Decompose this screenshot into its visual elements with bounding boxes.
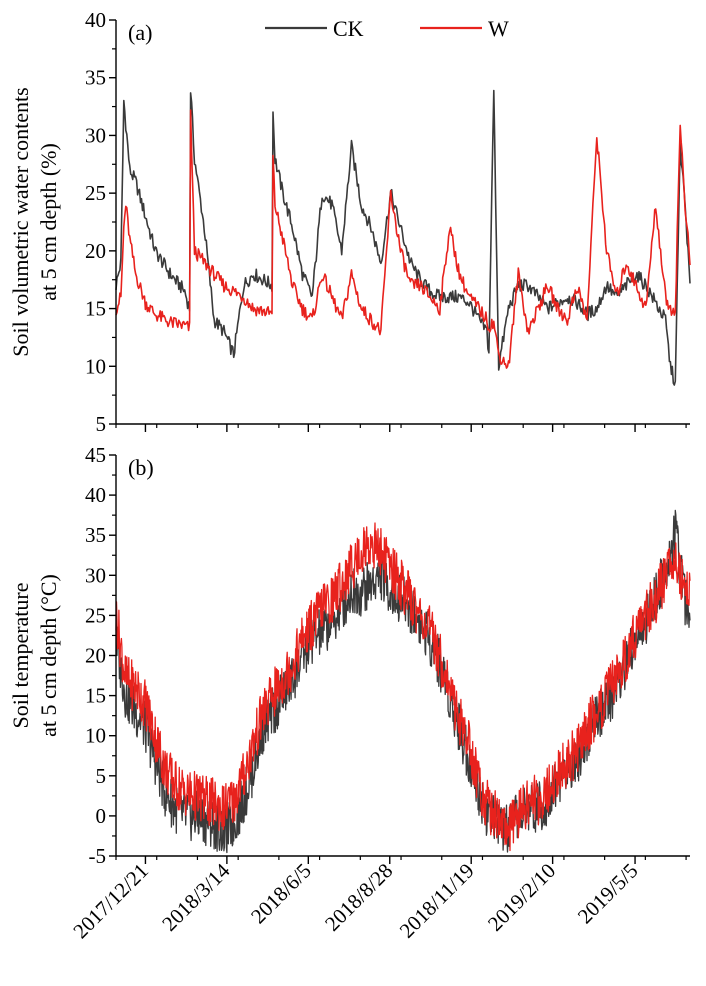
y-tick-label-panel-b: 15 [85,684,106,708]
series-line-ck-panel-b [115,509,691,854]
y-tick-label-panel-a: 40 [85,8,106,32]
y-axis-title-line-panel-a: Soil volumetric water contents [8,87,33,356]
y-tick-label-panel-b: 5 [96,764,107,788]
y-tick-label-panel-a: 35 [85,66,106,90]
panel-label-b: (b) [128,455,154,480]
x-axis-tick-labels: 2017/12/21 2018/3/14 2018/6/5 2018/8/282018… [68,858,642,943]
y-tick-label-panel-a: 15 [85,297,106,321]
y-tick-label-panel-b: 20 [85,644,106,668]
y-tick-label-panel-b: -5 [89,844,107,868]
legend-label-w: W [488,16,509,41]
series-line-ck-panel-a [115,89,691,386]
x-tick-label: 2018/11/19 [395,859,479,943]
y-tick-label-panel-b: 45 [85,443,106,467]
x-tick-label: 2019/5/5 [573,859,643,929]
y-tick-label-panel-a: 10 [85,354,106,378]
x-tick-label: 2018/8/28 [320,859,397,936]
y-tick-label-panel-b: 10 [85,724,106,748]
legend: CK W [265,16,509,41]
panel-label-a: (a) [128,20,152,45]
y-axis-title-line-panel-b: at 5 cm depth (°C) [36,574,61,737]
y-axis-title-line-panel-b: Soil temperature [8,582,33,728]
x-tick-label: 2018/3/14 [157,858,235,936]
y-tick-label-panel-a: 5 [96,412,107,436]
y-tick-label-panel-a: 30 [85,123,106,147]
panel-b-soil-temperature: -5 0 5 10 15 20 25 30 35 40 45 (b) Soil temperature a… [8,443,691,868]
legend-label-ck: CK [333,16,364,41]
x-tick-label: 2019/2/10 [483,859,560,936]
y-tick-label-panel-b: 35 [85,523,106,547]
x-tick-label: 2018/6/5 [246,859,316,929]
y-tick-label-panel-a: 20 [85,239,106,263]
series-line-w-panel-b [115,522,691,852]
y-tick-label-panel-b: 30 [85,563,106,587]
y-tick-label-panel-a: 25 [85,181,106,205]
series-line-w-panel-a [115,109,691,369]
panel-a-soil-water-content: 5 10 15 20 25 30 35 40 (a) Soil volumetric water … [8,8,691,436]
y-tick-label-panel-b: 40 [85,483,106,507]
y-tick-label-panel-b: 0 [96,804,107,828]
x-tick-label: 2017/12/21 [68,859,153,944]
y-tick-label-panel-b: 25 [85,603,106,627]
y-axis-title-line-panel-a: at 5 cm depth (%) [36,143,61,301]
